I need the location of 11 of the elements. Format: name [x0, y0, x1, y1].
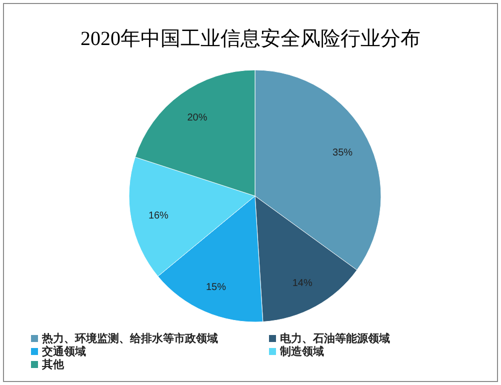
legend-label: 热力、环境监测、给排水等市政领域 — [41, 332, 218, 345]
chart-title: 2020年中国工业信息安全风险行业分布 — [80, 28, 420, 50]
legend-label: 电力、石油等能源领域 — [280, 332, 390, 345]
legend-label: 其他 — [41, 358, 65, 371]
data-label: 20% — [187, 112, 208, 124]
data-label: 15% — [206, 282, 226, 294]
data-label: 14% — [292, 278, 312, 290]
legend-label: 制造领域 — [279, 345, 324, 358]
legend-label: 交通领域 — [41, 345, 86, 358]
data-label: 35% — [332, 147, 353, 158]
data-label: 16% — [148, 210, 169, 222]
